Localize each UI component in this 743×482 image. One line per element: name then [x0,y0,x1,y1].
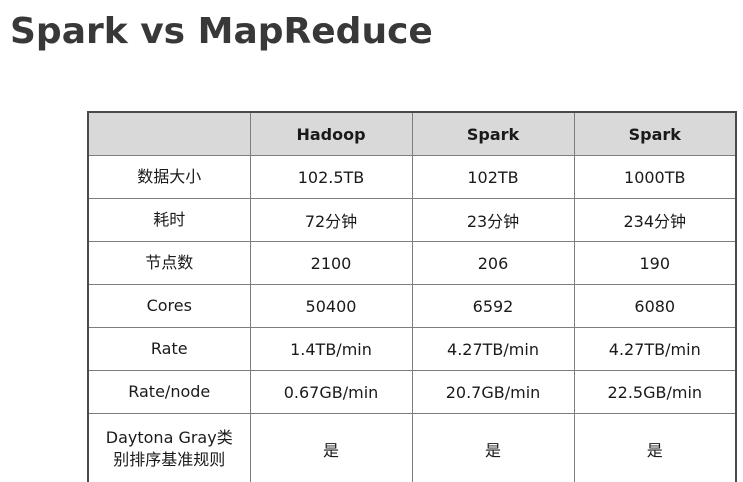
comparison-table: Hadoop Spark Spark 数据大小 102.5TB 102TB 10… [87,111,737,482]
row-label: Rate [87,327,251,371]
row-label: 节点数 [87,241,251,285]
table-cell: 4.27TB/min [411,327,575,371]
table-row: Daytona Gray类 别排序基准规则 是 是 是 [87,413,737,482]
table-cell: 是 [249,413,413,482]
table-cell: 1.4TB/min [249,327,413,371]
table-row: Rate/node 0.67GB/min 20.7GB/min 22.5GB/m… [87,370,737,414]
table-cell: 50400 [249,284,413,328]
table-row: 数据大小 102.5TB 102TB 1000TB [87,155,737,199]
table-row: 耗时 72分钟 23分钟 234分钟 [87,198,737,242]
row-label: 数据大小 [87,155,251,199]
table-cell: 190 [573,241,737,285]
page-title: Spark vs MapReduce [10,11,433,52]
table-cell: 2100 [249,241,413,285]
row-label: Rate/node [87,370,251,414]
table-cell: 22.5GB/min [573,370,737,414]
table-row: 节点数 2100 206 190 [87,241,737,285]
table-cell: 6592 [411,284,575,328]
header-cell-hadoop: Hadoop [249,111,413,156]
table-cell: 206 [411,241,575,285]
table-cell: 102.5TB [249,155,413,199]
header-cell-empty [87,111,251,156]
row-label: 耗时 [87,198,251,242]
row-label: Daytona Gray类 别排序基准规则 [87,413,251,482]
table-cell: 23分钟 [411,198,575,242]
table-cell: 4.27TB/min [573,327,737,371]
header-cell-spark-1: Spark [411,111,575,156]
header-cell-spark-2: Spark [573,111,737,156]
table-cell: 20.7GB/min [411,370,575,414]
table-cell: 72分钟 [249,198,413,242]
table-header-row: Hadoop Spark Spark [87,111,737,156]
table-cell: 是 [411,413,575,482]
table-cell: 是 [573,413,737,482]
table-cell: 0.67GB/min [249,370,413,414]
table-cell: 6080 [573,284,737,328]
table-cell: 234分钟 [573,198,737,242]
table-cell: 1000TB [573,155,737,199]
table-row: Rate 1.4TB/min 4.27TB/min 4.27TB/min [87,327,737,371]
table-cell: 102TB [411,155,575,199]
row-label-line: 别排序基准规则 [113,450,226,470]
row-label: Cores [87,284,251,328]
table-row: Cores 50400 6592 6080 [87,284,737,328]
row-label-line: Daytona Gray类 [105,428,233,448]
